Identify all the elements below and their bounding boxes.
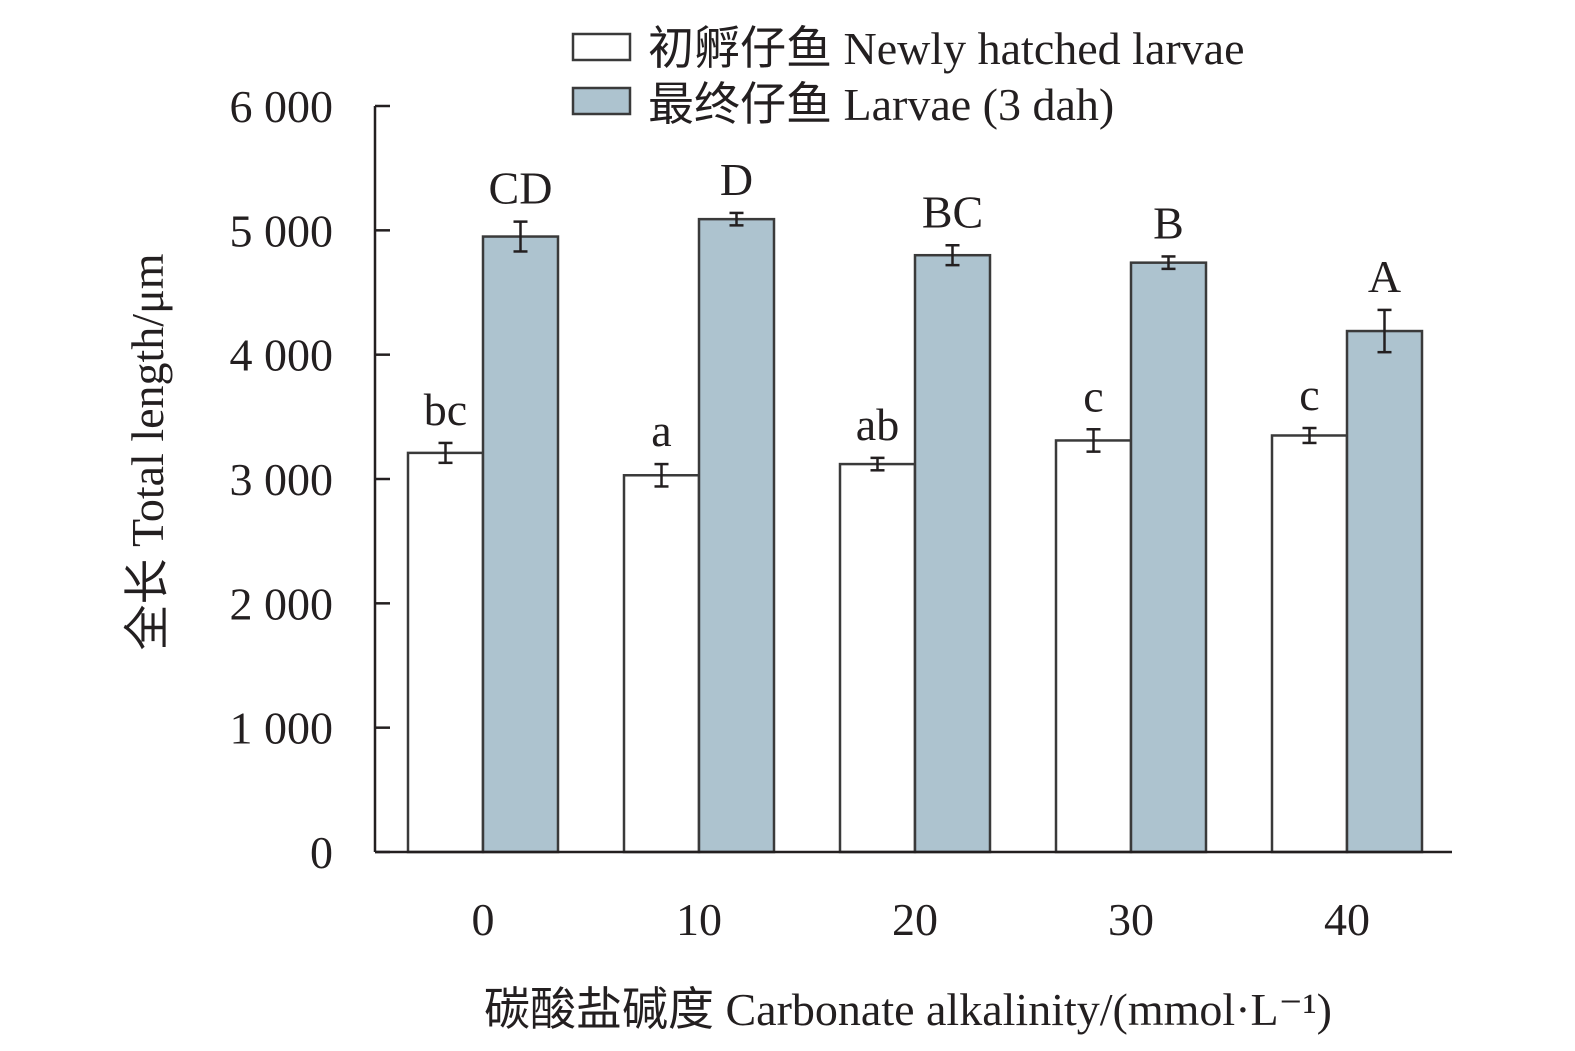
sig-label-larvae-3dah-10: D: [720, 154, 753, 205]
error-bar-larvae-3dah-10: [729, 211, 744, 227]
bars-layer: [406, 217, 1424, 854]
sig-label-larvae-3dah-30: B: [1153, 197, 1184, 248]
bar-newly-hatched-20: [838, 462, 917, 854]
significance-labels-layer: bc CD a Dab BC c Bc A: [424, 154, 1401, 456]
sig-label-larvae-3dah-0: CD: [489, 163, 553, 214]
legend-swatch-larvae-3dah: [571, 86, 632, 116]
sig-label-larvae-3dah-20: BC: [922, 186, 983, 237]
y-tick-label: 3 000: [230, 454, 334, 505]
y-ticks-layer: 0 1 000 2 000 3 000 4 000 5 000 6 000: [230, 81, 390, 878]
sig-label-newly-hatched-40: c: [1299, 369, 1319, 420]
y-tick-label: 2 000: [230, 578, 334, 629]
error-bar-newly-hatched-40: [1302, 426, 1317, 445]
error-bar-larvae-3dah-0: [513, 220, 528, 253]
error-bar-newly-hatched-30: [1086, 428, 1101, 453]
sig-label-larvae-3dah-40: A: [1368, 251, 1401, 302]
legend-label-newly-hatched: 初孵仔鱼 Newly hatched larvae: [648, 23, 1245, 74]
sig-label-newly-hatched-20: ab: [856, 399, 899, 450]
sig-label-newly-hatched-10: a: [651, 405, 671, 456]
y-axis-title: 全长 Total length/μm: [122, 253, 173, 650]
y-tick-label: 1 000: [230, 703, 334, 754]
error-bars-layer: [438, 211, 1392, 488]
x-axis-title: 碳酸盐碱度 Carbonate alkalinity/(mmol·L⁻¹): [484, 984, 1332, 1035]
error-bar-newly-hatched-0: [438, 441, 453, 465]
bar-larvae-3dah-40: [1345, 329, 1424, 854]
legend-swatch-newly-hatched: [571, 32, 632, 62]
bar-newly-hatched-0: [406, 451, 485, 854]
y-tick-label: 0: [310, 827, 333, 878]
bar-larvae-3dah-0: [481, 235, 560, 854]
error-bar-larvae-3dah-40: [1377, 308, 1392, 354]
bar-larvae-3dah-10: [697, 217, 776, 854]
legend-label-larvae-3dah: 最终仔鱼 Larvae (3 dah): [648, 79, 1114, 130]
x-tick-label: 20: [892, 894, 938, 945]
bar-newly-hatched-40: [1270, 434, 1349, 854]
bar-newly-hatched-10: [622, 474, 701, 854]
y-tick-label: 6 000: [230, 81, 334, 132]
x-ticks-layer: 0 10 20 30 40: [472, 894, 1371, 945]
bar-larvae-3dah-30: [1129, 261, 1208, 854]
x-tick-label: 0: [472, 894, 495, 945]
sig-label-newly-hatched-0: bc: [424, 384, 467, 435]
error-bar-newly-hatched-20: [870, 456, 885, 472]
error-bar-larvae-3dah-30: [1161, 255, 1176, 271]
sig-label-newly-hatched-30: c: [1083, 370, 1103, 421]
bar-larvae-3dah-20: [913, 253, 992, 854]
x-tick-label: 40: [1324, 894, 1370, 945]
error-bar-newly-hatched-10: [654, 462, 669, 488]
x-tick-label: 30: [1108, 894, 1154, 945]
error-bar-larvae-3dah-20: [945, 244, 960, 267]
legend: 初孵仔鱼 Newly hatched larvae 最终仔鱼 Larvae (3…: [571, 23, 1245, 130]
y-tick-label: 5 000: [230, 205, 334, 256]
bar-newly-hatched-30: [1054, 439, 1133, 854]
x-tick-label: 10: [676, 894, 722, 945]
y-tick-label: 4 000: [230, 330, 334, 381]
